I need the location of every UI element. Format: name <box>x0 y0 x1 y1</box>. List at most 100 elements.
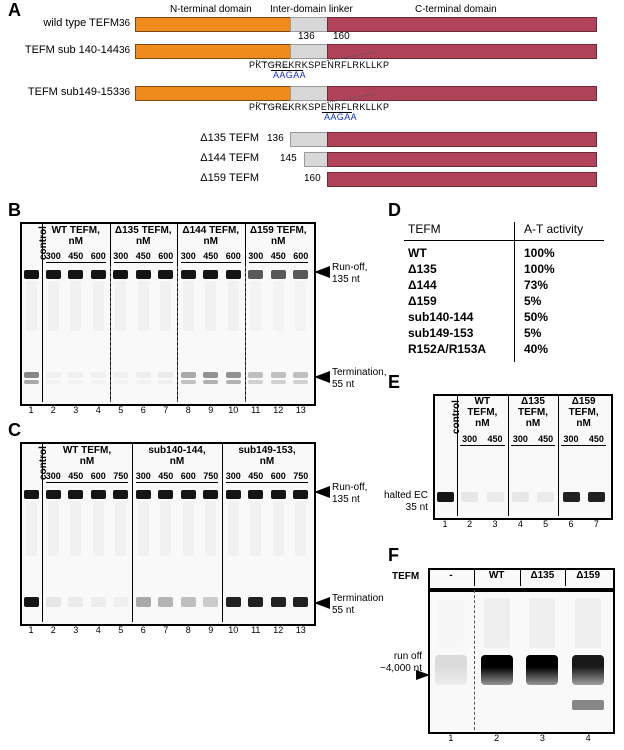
gelE-conc-0-1: 450 <box>484 434 506 444</box>
bar-nterm-2 <box>135 44 292 59</box>
gelF-run-2 <box>526 655 558 685</box>
gelE-ul-2 <box>561 445 606 446</box>
construct-sub140: TEFM sub 140-144 36 <box>15 44 609 58</box>
gelE-conc-2-1: 450 <box>585 434 607 444</box>
gelC-num-5: 6 <box>137 625 149 635</box>
gelF-num-3: 4 <box>582 733 594 743</box>
tableD-h2: A-T activity <box>524 222 583 236</box>
tableD-r0-c1: 100% <box>524 246 555 260</box>
panel-D-table: TEFM A-T activity WT100%Δ135100%Δ14473%Δ… <box>404 222 612 372</box>
gelC-runoff-12 <box>293 490 308 499</box>
gelC-runoff-5 <box>136 490 151 499</box>
gelF-num-2: 3 <box>536 733 548 743</box>
gelE-band-6 <box>588 492 605 502</box>
gelB-num-3: 4 <box>92 405 104 415</box>
gelC-num-2: 3 <box>70 625 82 635</box>
gelB-term2-0 <box>24 380 39 384</box>
gelC-num-9: 10 <box>227 625 239 635</box>
gelC-conc-2-0: 300 <box>222 471 244 481</box>
gelB-smear-6 <box>160 281 171 331</box>
gelB-smear-5 <box>138 281 149 331</box>
gelC-conc-0-3: 750 <box>110 471 132 481</box>
gelC-term-7 <box>181 597 196 607</box>
gelB-runoff-8 <box>203 270 218 279</box>
gelB-smear-3 <box>93 281 104 331</box>
gelE-conc-1-1: 450 <box>535 434 557 444</box>
domain-header-linker: Inter-domain linker <box>270 4 353 15</box>
gelB-runoff-6 <box>158 270 173 279</box>
gelE-band-5 <box>563 492 580 502</box>
gelB-num-8: 9 <box>205 405 217 415</box>
gelC-num-11: 12 <box>272 625 284 635</box>
gelC-smear-10 <box>250 501 261 556</box>
label-E-halted: halted EC 35 nt <box>384 490 428 513</box>
gelF-num-0: 1 <box>445 733 457 743</box>
bar-linker-2 <box>290 44 329 59</box>
gelC-conc-2-2: 600 <box>267 471 289 481</box>
gelB-term-0 <box>24 372 39 378</box>
gelB-conc-3-2: 600 <box>290 251 312 261</box>
arrow-B-term <box>314 371 330 383</box>
tableD-r0-c0: WT <box>408 246 427 260</box>
gelB-term-6 <box>158 372 173 378</box>
label-C-runoff: Run-off, 135 nt <box>332 482 367 505</box>
bar-linker-d144 <box>304 152 329 167</box>
gelC-smear-9 <box>228 501 239 556</box>
sub-1: AAGAA <box>273 70 306 80</box>
construct-d159: Δ159 TEFM 160 <box>15 172 609 186</box>
gelC-runoff-6 <box>158 490 173 499</box>
gelB-runoff-0 <box>24 270 39 279</box>
construct-sub149: TEFM sub149-153 36 <box>15 86 609 100</box>
gelB-smear-0 <box>26 281 37 331</box>
gelE-conc-2-0: 300 <box>560 434 582 444</box>
tableD-r4-c0: sub140-144 <box>408 310 473 324</box>
gelB-smear-1 <box>48 281 59 331</box>
gelB-term-7 <box>181 372 196 378</box>
gelB-conc-1-2: 600 <box>155 251 177 261</box>
gelB-conc-2-2: 600 <box>222 251 244 261</box>
gelC-runoff-8 <box>203 490 218 499</box>
seq-2: PKTGREKRKSPENRFLRKLLKP <box>249 102 389 112</box>
gelB-term-10 <box>248 372 263 378</box>
gelF-col-0: - <box>428 570 474 581</box>
arrow-B-runoff <box>314 266 330 278</box>
bar-cterm-d144 <box>327 152 597 167</box>
gelC-conc-1-1: 450 <box>155 471 177 481</box>
gelF-lower-3 <box>572 700 604 710</box>
tableD-r2-c1: 73% <box>524 278 548 292</box>
aa-36: 36 <box>119 18 130 29</box>
gelE-num-2: 3 <box>489 519 501 529</box>
gelC-smear-8 <box>205 501 216 556</box>
gelC-runoff-7 <box>181 490 196 499</box>
panel-B-label: B <box>8 200 21 221</box>
gelB-term2-5 <box>136 380 151 384</box>
gelC-num-0: 1 <box>25 625 37 635</box>
gelB-conc-3-0: 300 <box>245 251 267 261</box>
gelB-conc-0-0: 300 <box>42 251 64 261</box>
gelE-sep-2 <box>558 394 559 516</box>
tableD-divh <box>404 240 604 241</box>
construct-d144: Δ144 TEFM 145 <box>15 152 609 166</box>
bar-cterm-d135 <box>327 132 597 147</box>
gelB-grp-label-3: Δ159 TEFM, nM <box>245 225 313 247</box>
gelC-conc-1-0: 300 <box>132 471 154 481</box>
gelC-num-4: 5 <box>115 625 127 635</box>
gelF-smear-2 <box>529 598 555 648</box>
gelB-num-4: 5 <box>115 405 127 415</box>
construct-sub140-label: TEFM sub 140-144 <box>25 44 119 56</box>
gelC-conc-2-3: 750 <box>290 471 312 481</box>
gelB-term-11 <box>271 372 286 378</box>
gelF-dash <box>474 590 475 730</box>
gelC-term-5 <box>136 597 151 607</box>
gelF-col-1: WT <box>474 570 520 581</box>
gelB-dash-1 <box>110 266 111 402</box>
gelB-conc-2-0: 300 <box>177 251 199 261</box>
gelE-num-1: 2 <box>464 519 476 529</box>
tableD-r5-c0: sub149-153 <box>408 326 473 340</box>
gelB-conc-2-1: 450 <box>200 251 222 261</box>
bar-linker-d135 <box>290 132 329 147</box>
aa-160: 160 <box>333 31 350 42</box>
gelE-conc-1-0: 300 <box>509 434 531 444</box>
gelC-smear-11 <box>273 501 284 556</box>
gelB-ul-1 <box>114 262 174 263</box>
